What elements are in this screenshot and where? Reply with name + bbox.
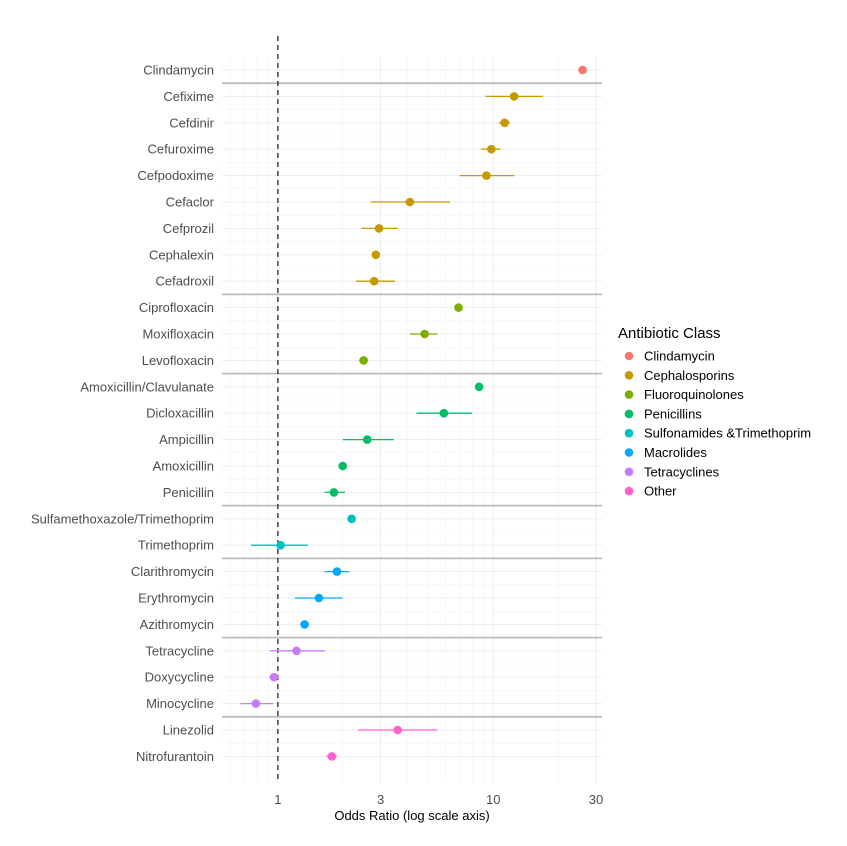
- drug-label-cefuroxime: Cefuroxime: [148, 142, 214, 157]
- x-tick-label: 3: [377, 792, 384, 807]
- point-doxycycline: [269, 672, 279, 682]
- drug-label-penicillin: Penicillin: [163, 485, 214, 500]
- drug-label-clindamycin: Clindamycin: [143, 63, 214, 78]
- point-sulfamethoxazole-trimethoprim: [347, 514, 356, 524]
- point-cefprozil: [374, 224, 384, 233]
- point-azithromycin: [300, 620, 309, 629]
- drug-label-tetracycline: Tetracycline: [145, 643, 214, 658]
- point-cefdinir: [500, 118, 509, 128]
- drug-label-cefdinir: Cefdinir: [169, 115, 214, 130]
- point-erythromycin: [314, 593, 324, 603]
- drug-label-cefadroxil: Cefadroxil: [155, 274, 214, 289]
- drug-label-doxycycline: Doxycycline: [145, 670, 214, 685]
- x-axis-ticks: 1 3 10 30: [274, 792, 603, 807]
- drug-label-dicloxacillin: Dicloxacillin: [146, 406, 214, 421]
- legend: Antibiotic Class Clindamycin Cephalospori…: [618, 325, 811, 499]
- legend-label-fluoroquinolones: Fluoroquinolones: [644, 387, 744, 402]
- legend-label-penicillins: Penicillins: [644, 406, 702, 421]
- drug-label-ampicillin: Ampicillin: [159, 432, 214, 447]
- drug-label-clarithromycin: Clarithromycin: [131, 564, 214, 579]
- x-tick-label: 10: [486, 792, 500, 807]
- drug-label-cefixime: Cefixime: [163, 89, 214, 104]
- drug-label-cefpodoxime: Cefpodoxime: [137, 168, 214, 183]
- legend-key-clindamycin: [624, 351, 634, 361]
- point-trimethoprim: [276, 540, 285, 550]
- legend-key-cephalosporins: [624, 371, 634, 380]
- drug-label-trimethoprim: Trimethoprim: [138, 538, 214, 553]
- point-cefadroxil: [369, 276, 379, 286]
- point-clindamycin: [578, 65, 587, 75]
- legend-key-penicillins: [624, 409, 634, 419]
- drug-label-nitrofurantoin: Nitrofurantoin: [136, 749, 214, 764]
- drug-label-sulfamethoxazole-trimethoprim: Sulfamethoxazole/Trimethoprim: [31, 511, 214, 526]
- drug-labels: Clindamycin Cefixime Cefdinir Cefuroxime Cef…: [31, 63, 215, 764]
- legend-key-other: [624, 486, 634, 496]
- point-cefuroxime: [487, 144, 496, 154]
- drug-label-erythromycin: Erythromycin: [138, 591, 214, 606]
- point-nitrofurantoin: [327, 752, 337, 761]
- drug-label-linezolid: Linezolid: [163, 723, 214, 738]
- point-moxifloxacin: [420, 329, 429, 339]
- class-separators: [222, 82, 602, 718]
- drug-label-minocycline: Minocycline: [146, 696, 214, 711]
- legend-title: Antibiotic Class: [618, 325, 721, 342]
- drug-label-amoxicillin-clavulanate: Amoxicillin/Clavulanate: [80, 379, 214, 394]
- point-amoxicillin: [338, 461, 348, 471]
- drug-label-cephalexin: Cephalexin: [149, 247, 214, 262]
- point-levofloxacin: [359, 356, 368, 365]
- drug-label-amoxicillin: Amoxicillin: [153, 459, 214, 474]
- point-dicloxacillin: [439, 408, 449, 418]
- legend-key-macrolides: [624, 448, 634, 457]
- point-cefixime: [509, 92, 519, 101]
- point-ampicillin: [362, 435, 372, 444]
- point-clarithromycin: [332, 567, 342, 576]
- legend-key-fluoroquinolones: [624, 390, 634, 399]
- legend-key-tetracyclines: [624, 467, 634, 477]
- marks-layer: [240, 65, 587, 761]
- legend-key-sulfonamides-trimethoprim: [624, 428, 634, 438]
- drug-label-azithromycin: Azithromycin: [140, 617, 214, 632]
- legend-label-sulfonamides-trimethoprim: Sulfonamides &Trimethoprim: [644, 426, 811, 441]
- point-linezolid: [393, 725, 402, 735]
- legend-label-other: Other: [644, 484, 677, 499]
- point-penicillin: [329, 488, 339, 497]
- x-tick-label: 30: [589, 792, 603, 807]
- point-minocycline: [251, 699, 261, 708]
- legend-label-cephalosporins: Cephalosporins: [644, 368, 735, 383]
- legend-label-macrolides: Macrolides: [644, 445, 707, 460]
- x-axis-title: Odds Ratio (log scale axis): [334, 808, 489, 823]
- point-tetracycline: [292, 646, 301, 656]
- point-amoxicillin-clavulanate: [474, 382, 484, 392]
- drug-label-ciprofloxacin: Ciprofloxacin: [139, 300, 214, 315]
- legend-label-tetracyclines: Tetracyclines: [644, 464, 720, 479]
- point-cefpodoxime: [482, 171, 491, 180]
- point-cephalexin: [371, 250, 381, 260]
- point-cefaclor: [405, 197, 415, 207]
- drug-label-cefprozil: Cefprozil: [163, 221, 214, 236]
- x-tick-label: 1: [274, 792, 281, 807]
- drug-label-moxifloxacin: Moxifloxacin: [142, 327, 214, 342]
- drug-label-cefaclor: Cefaclor: [166, 195, 215, 210]
- grid-layer: [222, 56, 602, 783]
- point-ciprofloxacin: [454, 303, 463, 312]
- drug-label-levofloxacin: Levofloxacin: [142, 353, 214, 368]
- legend-label-clindamycin: Clindamycin: [644, 349, 715, 364]
